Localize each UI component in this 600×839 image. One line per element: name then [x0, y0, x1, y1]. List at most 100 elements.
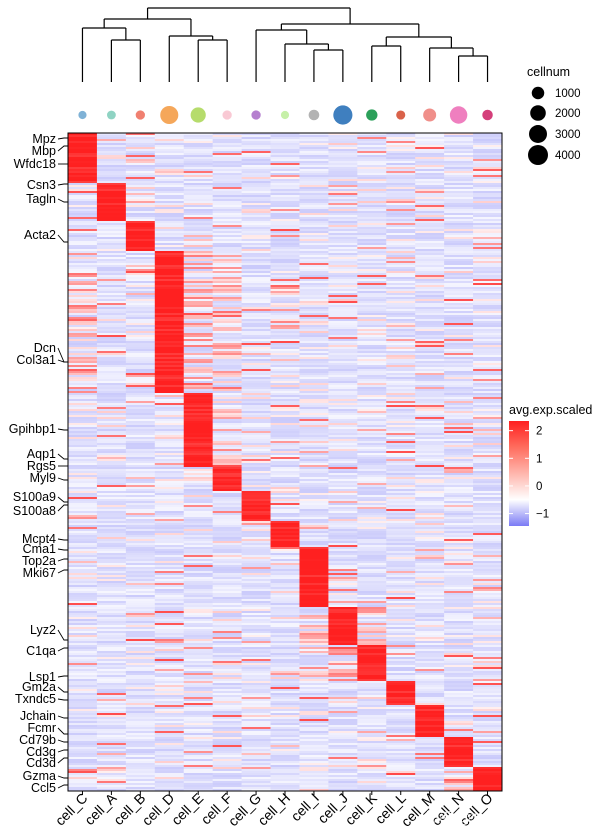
- heat-cell: [212, 333, 242, 336]
- heat-cell: [328, 727, 358, 730]
- heat-cell: [241, 657, 271, 660]
- heat-cell: [183, 705, 213, 708]
- heat-cell: [125, 627, 156, 630]
- heat-cell: [96, 585, 127, 588]
- heat-cell: [328, 721, 358, 724]
- heat-cell: [270, 171, 300, 174]
- cluster-dot: [106, 110, 116, 120]
- heat-cell: [125, 619, 156, 622]
- heat-cell: [270, 225, 300, 228]
- heat-cell: [270, 557, 300, 560]
- heat-cell: [328, 687, 358, 690]
- heat-cell: [125, 633, 156, 636]
- heat-cell: [444, 367, 474, 370]
- heat-cell: [96, 205, 127, 208]
- heat-cell: [357, 683, 387, 686]
- heat-cell: [96, 499, 127, 502]
- heat-cell: [444, 533, 474, 536]
- heat-cell: [299, 673, 329, 676]
- heat-cell: [241, 147, 271, 150]
- heat-cell: [125, 519, 156, 522]
- heat-cell: [299, 403, 329, 406]
- heat-cell: [328, 405, 358, 408]
- heat-cell: [183, 535, 213, 538]
- heat-cell: [96, 373, 127, 376]
- heat-cell: [241, 149, 271, 152]
- heat-cell: [299, 361, 329, 364]
- heat-cell: [270, 273, 300, 276]
- heat-cell: [241, 697, 271, 700]
- heat-cell: [299, 741, 329, 744]
- heat-cell: [270, 383, 300, 386]
- heat-cell: [357, 541, 387, 544]
- heat-cell: [183, 631, 213, 634]
- heat-cell: [415, 463, 445, 466]
- heat-cell: [444, 769, 474, 772]
- heat-cell: [357, 201, 387, 204]
- heat-cell: [125, 361, 156, 364]
- heat-cell: [473, 331, 503, 334]
- heat-cell: [473, 235, 503, 238]
- heat-cell: [415, 595, 445, 598]
- heat-cell: [241, 683, 271, 686]
- heat-cell: [212, 381, 242, 384]
- heat-cell: [241, 195, 271, 198]
- heat-cell: [386, 759, 416, 762]
- heat-cell: [125, 325, 156, 328]
- heat-cell: [96, 467, 127, 470]
- heat-cell: [328, 517, 358, 520]
- heat-cell: [212, 729, 242, 732]
- heat-cell: [183, 697, 213, 700]
- heat-cell: [328, 347, 358, 350]
- heat-cell: [68, 457, 98, 460]
- heat-cell: [270, 487, 300, 490]
- heat-cell: [212, 505, 242, 508]
- heat-cell: [473, 631, 503, 634]
- heat-cell: [357, 747, 387, 750]
- heat-cell: [386, 775, 416, 778]
- heat-cell: [415, 719, 445, 722]
- heat-cell: [212, 647, 242, 650]
- heat-cell: [357, 339, 387, 342]
- heat-cell: [68, 163, 98, 166]
- heat-cell: [68, 455, 98, 458]
- heat-cell: [328, 157, 358, 160]
- heat-cell: [125, 765, 156, 768]
- heat-cell: [96, 173, 127, 176]
- heat-cell: [212, 523, 242, 526]
- heat-cell: [125, 755, 156, 758]
- heat-cell: [241, 341, 271, 344]
- heat-cell: [415, 139, 445, 142]
- heat-cell: [125, 321, 156, 324]
- heat-cell: [299, 703, 329, 706]
- heat-cell: [415, 625, 445, 628]
- heat-cell: [357, 625, 387, 628]
- heat-cell: [68, 137, 98, 140]
- heat-cell: [125, 341, 156, 344]
- heat-cell: [154, 789, 185, 792]
- heat-cell: [212, 235, 242, 238]
- heat-cell: [328, 399, 358, 402]
- heat-cell: [183, 427, 213, 430]
- heat-cell: [415, 557, 445, 560]
- heat-cell: [241, 321, 271, 324]
- heat-cell: [473, 167, 503, 170]
- heat-cell: [444, 677, 474, 680]
- heat-cell: [299, 789, 329, 792]
- heat-cell: [299, 593, 329, 596]
- heat-cell: [357, 601, 387, 604]
- heat-cell: [183, 573, 213, 576]
- heat-cell: [415, 381, 445, 384]
- heat-cell: [154, 419, 185, 422]
- heat-cell: [96, 217, 127, 220]
- heat-cell: [328, 699, 358, 702]
- heat-cell: [357, 329, 387, 332]
- heat-cell: [444, 291, 474, 294]
- heat-cell: [386, 449, 416, 452]
- heat-cell: [357, 599, 387, 602]
- heat-cell: [183, 543, 213, 546]
- heat-cell: [125, 357, 156, 360]
- heat-cell: [212, 433, 242, 436]
- heat-cell: [125, 239, 156, 242]
- heat-cell: [212, 477, 242, 480]
